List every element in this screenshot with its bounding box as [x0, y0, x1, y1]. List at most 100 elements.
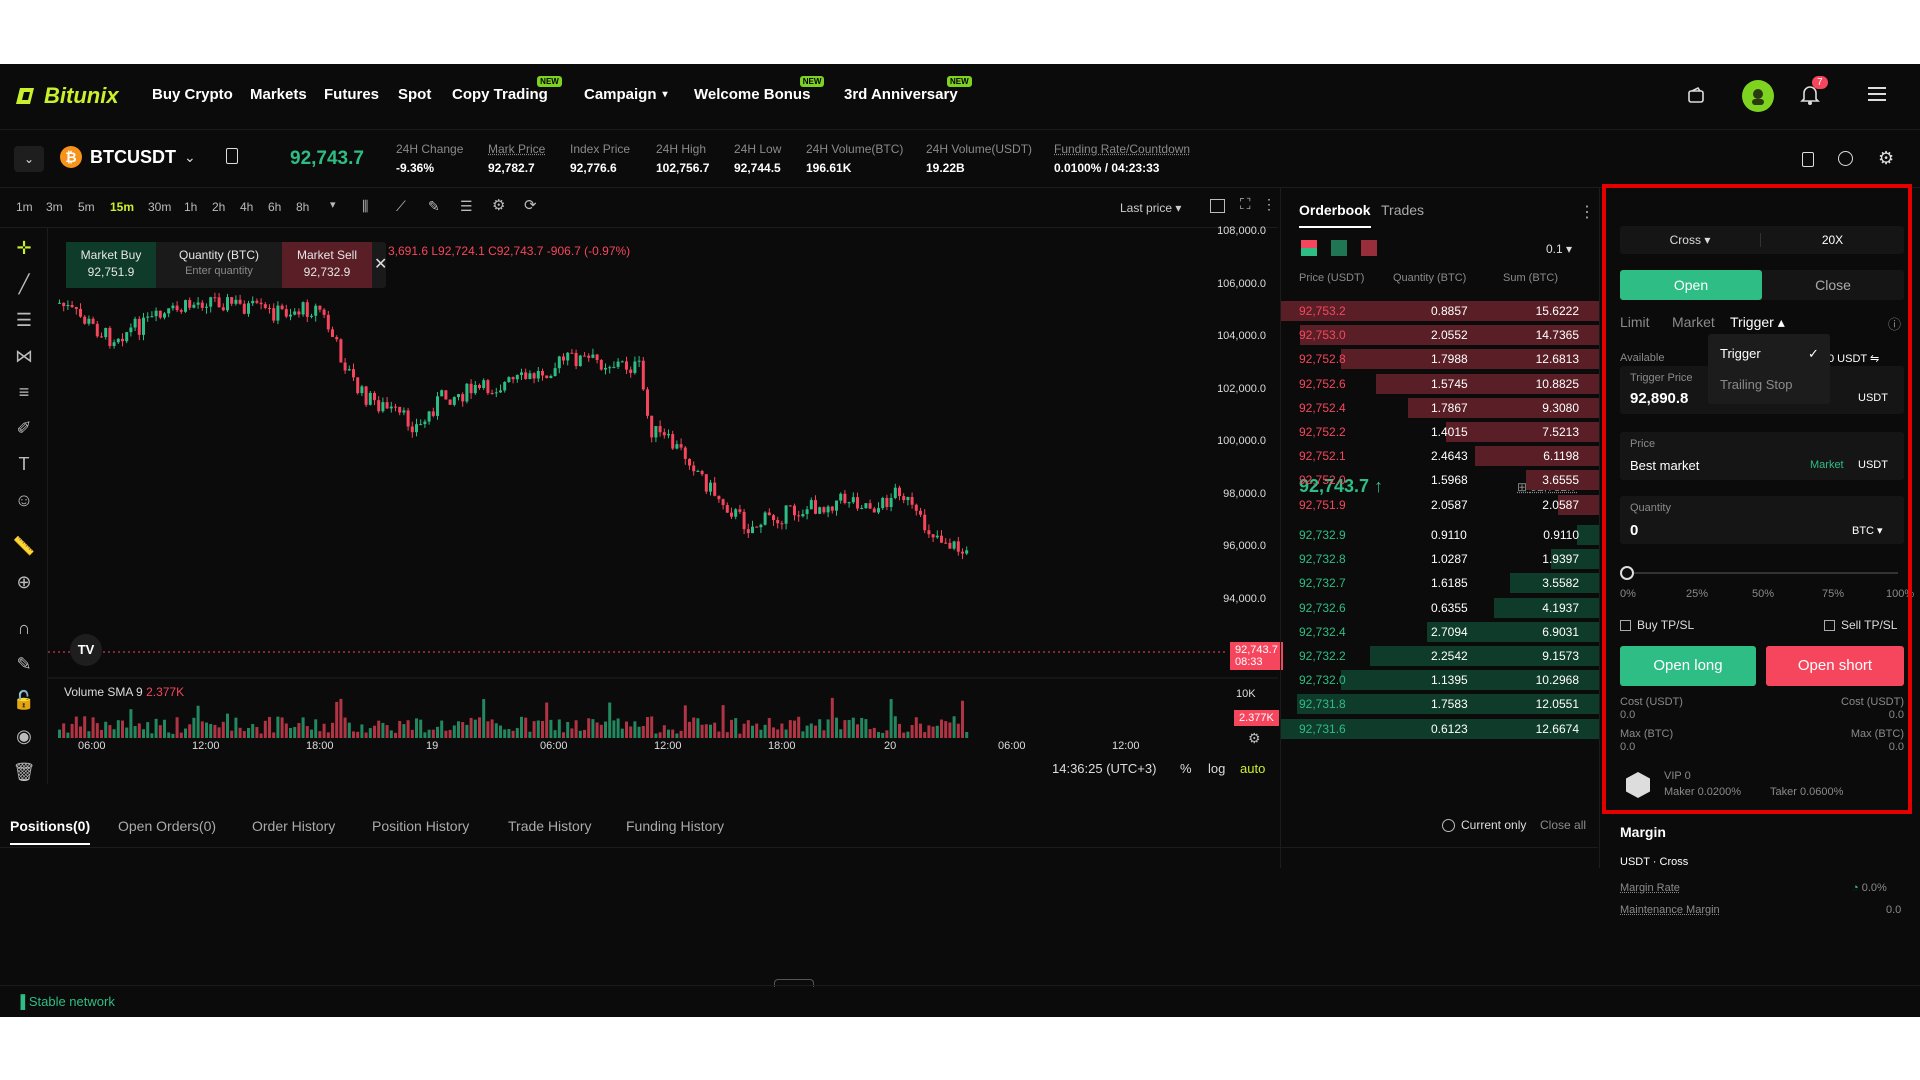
price-field[interactable]: Price Best market Market USDT: [1620, 432, 1904, 480]
bid-row[interactable]: 92,732.2 2.2542 9.1573: [1281, 645, 1599, 667]
nav-item-7[interactable]: 3rd Anniversary NEW: [844, 76, 972, 103]
brush-icon[interactable]: ✐: [16, 418, 32, 438]
bid-row[interactable]: 92,731.8 1.7583 12.0551: [1281, 693, 1599, 715]
tab-trades[interactable]: Trades: [1381, 202, 1425, 218]
order-type-trigger[interactable]: Trigger ▴: [1730, 314, 1785, 330]
magnet-icon[interactable]: ∩: [17, 618, 31, 638]
ask-row[interactable]: 92,752.0 1.5968 3.6555: [1281, 469, 1599, 491]
eye-icon[interactable]: ◉: [16, 726, 32, 746]
timeframe-30m[interactable]: 30m: [148, 200, 172, 214]
funding-rate[interactable]: Funding Rate/Countdown 0.0100% / 04:23:3…: [1054, 142, 1191, 175]
margin-mode-select[interactable]: Cross ▾: [1669, 233, 1711, 247]
candle-type-icon[interactable]: ⫼: [362, 198, 369, 214]
ask-row[interactable]: 92,752.1 2.4643 6.1198: [1281, 445, 1599, 467]
dropdown-item-trailing-stop[interactable]: Trailing Stop: [1720, 377, 1793, 392]
panel-resize-handle[interactable]: [774, 979, 814, 987]
nav-item-4[interactable]: Copy Trading NEW: [452, 76, 562, 103]
horizontal-lines-icon[interactable]: ☰: [15, 310, 33, 330]
fib-icon[interactable]: ≡: [18, 382, 30, 402]
price-chart[interactable]: Market Buy 92,751.9 Quantity (BTC) Enter q…: [48, 225, 1283, 784]
info-icon[interactable]: ⓘ: [1888, 317, 1902, 332]
timeframe-15m[interactable]: 15m: [110, 200, 135, 214]
market-price-tag[interactable]: Market: [1810, 459, 1844, 471]
pattern-icon[interactable]: ⋈: [15, 346, 33, 366]
fullscreen-icon[interactable]: ⛶: [1240, 196, 1251, 213]
avatar[interactable]: [1742, 80, 1774, 112]
bid-row[interactable]: 92,732.0 1.1395 10.2968: [1281, 669, 1599, 691]
quantity-slider-handle[interactable]: [1620, 566, 1634, 580]
quick-quantity-input[interactable]: Quantity (BTC) Enter quantity: [178, 248, 259, 277]
tradingview-logo[interactable]: TV: [70, 634, 102, 666]
document-icon[interactable]: [1802, 152, 1814, 167]
timeframe-3m[interactable]: 3m: [46, 200, 63, 214]
indicator-icon[interactable]: ⟋: [396, 198, 406, 214]
precision-select[interactable]: 0.1 ▾: [1546, 242, 1573, 256]
bid-row[interactable]: 92,732.9 0.9110 0.9110: [1281, 524, 1599, 546]
timeframe-5m[interactable]: 5m: [78, 200, 95, 214]
nav-item-0[interactable]: Buy Crypto: [152, 86, 233, 103]
close-icon[interactable]: ✕: [374, 256, 388, 273]
ask-row[interactable]: 92,751.9 2.0587 2.0587: [1281, 494, 1599, 516]
timeframe-4h[interactable]: 4h: [240, 200, 254, 214]
bottom-tab-3[interactable]: Position History: [372, 818, 470, 834]
trash-icon[interactable]: 🗑: [12, 762, 36, 782]
edit-icon[interactable]: ✎: [428, 198, 440, 214]
order-type-market[interactable]: Market: [1672, 314, 1715, 330]
close-tab[interactable]: Close: [1815, 277, 1851, 293]
timeframe-1h[interactable]: 1h: [184, 200, 198, 214]
close-all-button[interactable]: Close all: [1540, 818, 1587, 832]
layout-icon[interactable]: [1210, 199, 1225, 213]
dropdown-item-trigger[interactable]: Trigger: [1720, 346, 1761, 361]
both-sides-view-icon[interactable]: [1301, 240, 1317, 256]
wallet-icon[interactable]: [1686, 86, 1706, 111]
chart-settings-icon[interactable]: ⚙: [492, 197, 506, 214]
more-icon[interactable]: ⋮: [1579, 204, 1595, 221]
ask-row[interactable]: 92,753.0 2.0552 14.7365: [1281, 324, 1599, 346]
timer-icon[interactable]: [1838, 151, 1853, 166]
list-icon[interactable]: ☰: [460, 198, 473, 214]
menu-icon[interactable]: [1868, 86, 1886, 107]
bottom-tab-1[interactable]: Open Orders(0): [118, 818, 217, 834]
ask-row[interactable]: 92,752.2 1.4015 7.5213: [1281, 421, 1599, 443]
price-type-select[interactable]: Last price ▾: [1120, 201, 1182, 215]
text-icon[interactable]: T: [18, 454, 30, 474]
timeframe-6h[interactable]: 6h: [268, 200, 282, 214]
open-tab[interactable]: Open: [1620, 270, 1762, 300]
zoom-in-icon[interactable]: ⊕: [16, 572, 32, 592]
ask-row[interactable]: 92,752.6 1.5745 10.8825: [1281, 373, 1599, 395]
open-long-button[interactable]: Open long: [1620, 646, 1756, 686]
symbol-list-toggle[interactable]: ⌄: [14, 146, 44, 172]
ask-row[interactable]: 92,753.2 0.8857 15.6222: [1281, 300, 1599, 322]
bid-row[interactable]: 92,732.6 0.6355 4.1937: [1281, 597, 1599, 619]
leverage-select[interactable]: 20X: [1760, 233, 1904, 247]
symbol-selector[interactable]: ₿ BTCUSDT ⌄: [60, 146, 196, 168]
bid-row[interactable]: 92,732.7 1.6185 3.5582: [1281, 572, 1599, 594]
log-toggle[interactable]: log: [1208, 761, 1226, 776]
timeframe-2h[interactable]: 2h: [212, 200, 226, 214]
quantity-slider-track[interactable]: [1626, 572, 1898, 574]
bottom-tab-5[interactable]: Funding History: [626, 818, 725, 834]
sell-tpsl-checkbox[interactable]: Sell TP/SL: [1824, 618, 1897, 632]
buy-tpsl-checkbox[interactable]: Buy TP/SL: [1620, 618, 1694, 632]
quantity-unit-select[interactable]: BTC ▾: [1852, 525, 1883, 537]
ask-row[interactable]: 92,752.8 1.7988 12.6813: [1281, 348, 1599, 370]
open-short-button[interactable]: Open short: [1766, 646, 1904, 686]
settings-gear-icon[interactable]: ⚙: [1878, 148, 1895, 168]
quantity-field[interactable]: Quantity 0 BTC ▾: [1620, 496, 1904, 544]
order-type-limit[interactable]: Limit: [1620, 314, 1650, 330]
ruler-icon[interactable]: 📏: [12, 536, 36, 556]
more-icon[interactable]: ⋮: [1262, 196, 1276, 212]
nav-item-1[interactable]: Markets: [250, 86, 307, 103]
trend-line-icon[interactable]: ╱: [18, 274, 30, 294]
lock-drawing-icon[interactable]: ✎: [16, 654, 32, 674]
bids-view-icon[interactable]: [1331, 240, 1347, 256]
timeframe-1m[interactable]: 1m: [16, 200, 33, 214]
notification-bell-icon[interactable]: 7: [1800, 76, 1828, 111]
bid-row[interactable]: 92,731.6 0.6123 12.6674: [1281, 718, 1599, 740]
asks-view-icon[interactable]: [1361, 240, 1377, 256]
favorite-icon[interactable]: [226, 148, 238, 164]
bid-row[interactable]: 92,732.8 1.0287 1.9397: [1281, 548, 1599, 570]
nav-item-5[interactable]: Campaign ▾: [584, 86, 668, 103]
crosshair-icon[interactable]: ✛: [16, 238, 32, 258]
bottom-tab-4[interactable]: Trade History: [508, 818, 592, 834]
